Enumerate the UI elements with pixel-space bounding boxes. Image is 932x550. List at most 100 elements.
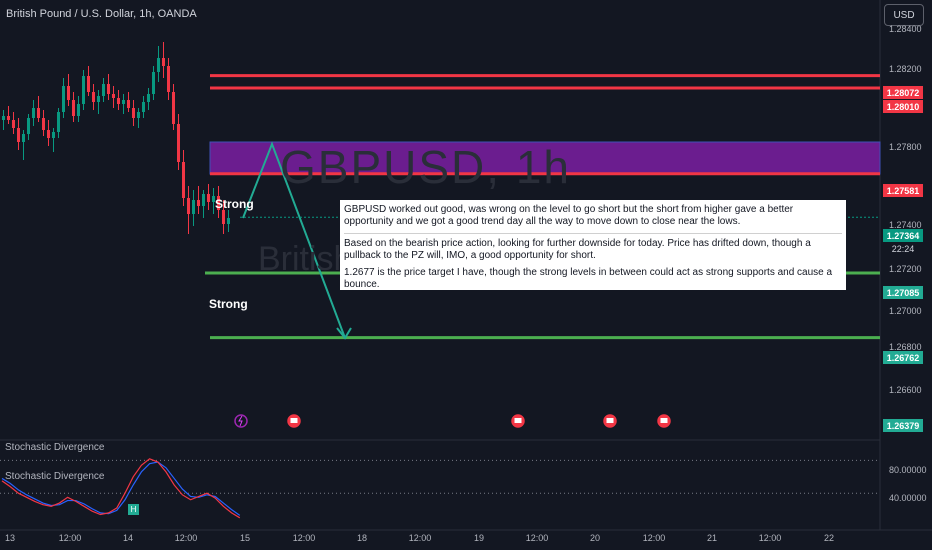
candle-body — [47, 130, 50, 138]
candle-body — [152, 72, 155, 94]
price-tick: 1.27400 — [889, 220, 922, 230]
price-tick: 1.27200 — [889, 264, 922, 274]
price-tag-last: 1.27364 — [883, 229, 923, 242]
time-tick: 20 — [589, 533, 601, 543]
candle-body — [57, 112, 60, 132]
time-tick: 18 — [356, 533, 368, 543]
candle-body — [147, 94, 150, 102]
time-tick: 19 — [473, 533, 485, 543]
candle-body — [167, 66, 170, 92]
candle-body — [142, 102, 145, 112]
candle-body — [22, 134, 25, 142]
oscillator-d-line — [1, 461, 241, 516]
price-tick: 1.26800 — [889, 342, 922, 352]
candle-body — [107, 84, 110, 94]
price-tick: 1.27000 — [889, 306, 922, 316]
candle-body — [7, 116, 10, 120]
candle-body — [17, 128, 20, 142]
price-tick: 1.26600 — [889, 385, 922, 395]
candle-body — [202, 194, 205, 206]
candle-body — [42, 118, 45, 130]
countdown-tag: 22:24 — [883, 242, 923, 255]
candle-body — [82, 76, 85, 104]
time-tick: 12:00 — [525, 533, 549, 543]
candle-body — [2, 116, 5, 120]
note-paragraph-2: Based on the bearish price action, looki… — [344, 238, 811, 261]
candle-body — [67, 86, 70, 100]
candle-body — [122, 100, 125, 104]
candle-body — [222, 210, 225, 224]
projected-arrowhead — [336, 327, 352, 340]
price-tag-support: 1.27085 — [883, 286, 923, 299]
candle-body — [207, 194, 210, 202]
currency-button[interactable]: USD — [884, 4, 924, 26]
note-paragraph-3: 1.2677 is the price target I have, thoug… — [344, 267, 833, 290]
price-tag-support: 1.26762 — [883, 351, 923, 364]
price-tag-support: 1.26379 — [883, 419, 923, 432]
price-tag-resistance: 1.27581 — [883, 184, 923, 197]
oscillator-tick: 40.00000 — [889, 493, 927, 503]
price-tag-resistance: 1.28072 — [883, 86, 923, 99]
oscillator-k-line — [1, 458, 241, 519]
candle-body — [112, 94, 115, 98]
candle-body — [157, 58, 160, 72]
candle-body — [27, 118, 30, 134]
candle-body — [182, 162, 185, 198]
chart-title: British Pound / U.S. Dollar, 1h, OANDA — [6, 8, 197, 20]
strong-label-lower: Strong — [209, 297, 248, 311]
price-tick: 1.27800 — [889, 142, 922, 152]
time-tick: 12:00 — [292, 533, 316, 543]
price-tag-resistance: 1.28010 — [883, 100, 923, 113]
oscillator-inner-title: Stochastic Divergence — [5, 471, 105, 482]
time-tick: 21 — [706, 533, 718, 543]
time-tick: 15 — [239, 533, 251, 543]
candle-body — [77, 104, 80, 116]
candle-body — [97, 96, 100, 102]
price-tick: 1.28200 — [889, 64, 922, 74]
candle-body — [187, 198, 190, 214]
candle-body — [102, 84, 105, 96]
flag-glyph — [606, 418, 614, 423]
candle-body — [197, 200, 200, 206]
watermark-symbol: GBPUSD, 1h — [280, 141, 571, 193]
candle-body — [37, 108, 40, 118]
annotation-note[interactable]: GBPUSD worked out good, was wrong on the… — [340, 200, 846, 290]
candle-body — [212, 196, 215, 202]
candle-body — [117, 98, 120, 104]
candle-body — [127, 100, 130, 108]
candle-body — [217, 196, 220, 210]
strong-label-upper: Strong — [215, 197, 254, 211]
note-paragraph-1: GBPUSD worked out good, was wrong on the… — [344, 204, 794, 227]
candle-body — [137, 112, 140, 118]
projected-path — [242, 141, 346, 339]
time-tick: 14 — [122, 533, 134, 543]
flag-glyph — [514, 418, 522, 423]
time-tick: 13 — [4, 533, 16, 543]
oscillator-tick: 80.00000 — [889, 465, 927, 475]
candle-body — [227, 218, 230, 224]
flag-glyph — [660, 418, 668, 423]
time-tick: 12:00 — [642, 533, 666, 543]
candle-body — [12, 120, 15, 128]
candle-body — [192, 200, 195, 214]
candle-body — [87, 76, 90, 92]
time-tick: 12:00 — [408, 533, 432, 543]
flag-glyph — [290, 418, 298, 423]
candle-body — [132, 108, 135, 118]
candle-body — [177, 124, 180, 162]
candle-body — [92, 92, 95, 102]
candle-body — [32, 108, 35, 118]
time-tick: 12:00 — [758, 533, 782, 543]
time-tick: 12:00 — [174, 533, 198, 543]
time-tick: 12:00 — [58, 533, 82, 543]
candle-body — [52, 132, 55, 138]
lightning-glyph — [238, 415, 243, 427]
premium-zone — [209, 141, 881, 175]
candle-body — [72, 100, 75, 116]
note-divider — [344, 233, 842, 234]
oscillator-title[interactable]: Stochastic Divergence — [5, 442, 105, 453]
candle-body — [172, 92, 175, 124]
candle-body — [162, 58, 165, 66]
divergence-marker[interactable]: H — [128, 504, 139, 515]
candle-body — [62, 86, 65, 112]
